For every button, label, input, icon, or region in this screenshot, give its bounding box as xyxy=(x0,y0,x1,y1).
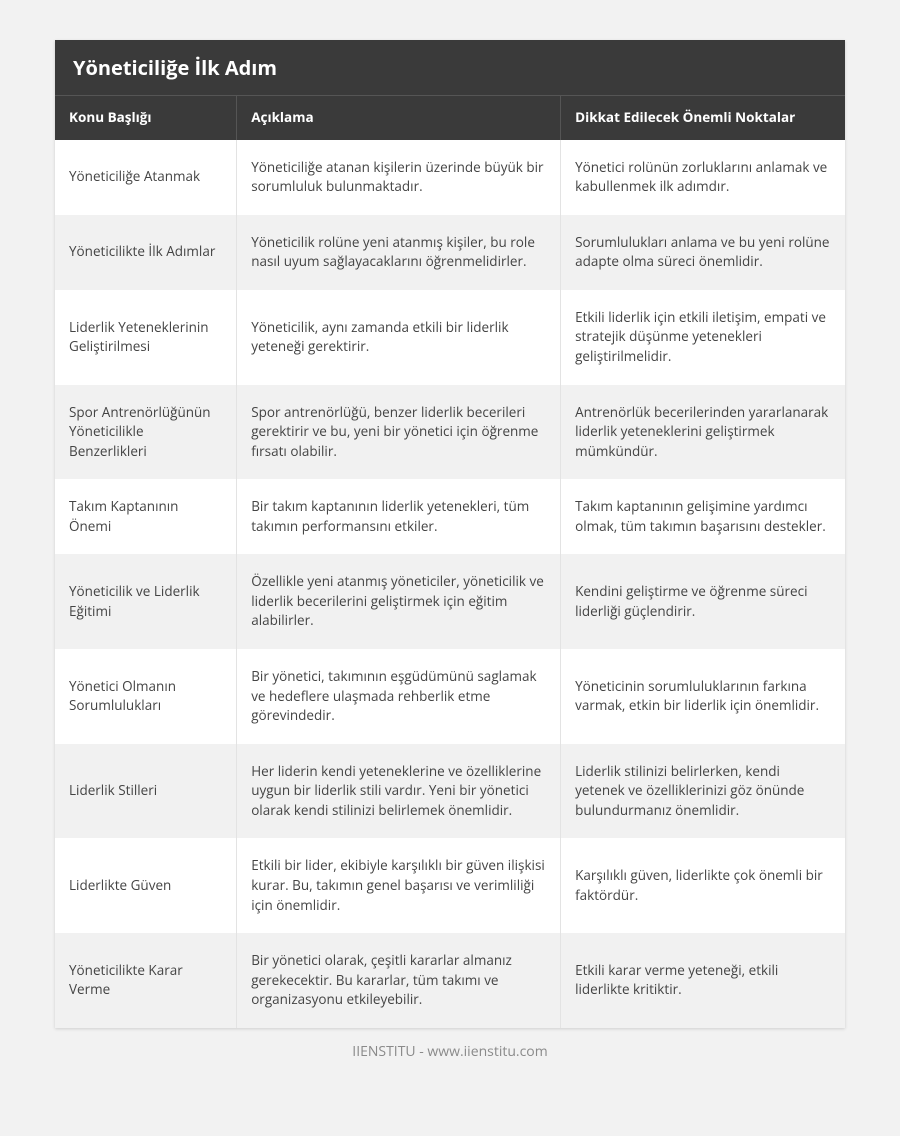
table-cell: Liderlik Stilleri xyxy=(55,744,237,839)
table-cell: Yöneticilikte Karar Verme xyxy=(55,933,237,1028)
table-cell: Özellikle yeni atanmış yöneticiler, yöne… xyxy=(237,554,561,649)
table-cell: Yönetici rolünün zorluklarını anlamak ve… xyxy=(561,140,845,215)
table-row: Yöneticilikte Karar VermeBir yönetici ol… xyxy=(55,933,845,1028)
table-cell: Yöneticinin sorumluluklarının farkına va… xyxy=(561,649,845,744)
table-cell: Bir yönetici, takımının eşgüdümünü sagla… xyxy=(237,649,561,744)
table-cell: Spor antrenörlüğü, benzer liderlik becer… xyxy=(237,385,561,480)
table-row: Spor Antrenörlüğünün Yöneticilikle Benze… xyxy=(55,385,845,480)
table-cell: Yöneticiliğe Atanmak xyxy=(55,140,237,215)
table-cell: Liderlik Yeteneklerinin Geliştirilmesi xyxy=(55,290,237,385)
table-cell: Her liderin kendi yeteneklerine ve özell… xyxy=(237,744,561,839)
table-cell: Liderlikte Güven xyxy=(55,838,237,933)
table-cell: Spor Antrenörlüğünün Yöneticilikle Benze… xyxy=(55,385,237,480)
table-header: Konu Başlığı Açıklama Dikkat Edilecek Ön… xyxy=(55,96,845,140)
table-cell: Yöneticiliğe atanan kişilerin üzerinde b… xyxy=(237,140,561,215)
table-cell: Karşılıklı güven, liderlikte çok önemli … xyxy=(561,838,845,933)
content-table: Konu Başlığı Açıklama Dikkat Edilecek Ön… xyxy=(55,96,845,1028)
col-header-topic: Konu Başlığı xyxy=(55,96,237,140)
table-cell: Sorumlulukları anlama ve bu yeni rolüne … xyxy=(561,215,845,290)
footer-text: IIENSTITU - www.iienstitu.com xyxy=(55,1028,845,1061)
table-cell: Etkili liderlik için etkili iletişim, em… xyxy=(561,290,845,385)
col-header-desc: Açıklama xyxy=(237,96,561,140)
table-cell: Etkili bir lider, ekibiyle karşılıklı bi… xyxy=(237,838,561,933)
table-cell: Yöneticilikte İlk Adımlar xyxy=(55,215,237,290)
table-cell: Liderlik stilinizi belirlerken, kendi ye… xyxy=(561,744,845,839)
table-row: Liderlik StilleriHer liderin kendi yeten… xyxy=(55,744,845,839)
table-row: Yöneticilik ve Liderlik EğitimiÖzellikle… xyxy=(55,554,845,649)
table-body: Yöneticiliğe AtanmakYöneticiliğe atanan … xyxy=(55,140,845,1028)
table-cell: Yönetici Olmanın Sorumlulukları xyxy=(55,649,237,744)
table-title: Yöneticiliğe İlk Adım xyxy=(55,40,845,96)
col-header-notes: Dikkat Edilecek Önemli Noktalar xyxy=(561,96,845,140)
table-cell: Takım kaptanının gelişimine yardımcı olm… xyxy=(561,479,845,554)
table-cell: Takım Kaptanının Önemi xyxy=(55,479,237,554)
table-cell: Kendini geliştirme ve öğrenme süreci lid… xyxy=(561,554,845,649)
table-cell: Bir takım kaptanının liderlik yetenekler… xyxy=(237,479,561,554)
table-row: Yöneticilikte İlk AdımlarYöneticilik rol… xyxy=(55,215,845,290)
table-cell: Yöneticilik rolüne yeni atanmış kişiler,… xyxy=(237,215,561,290)
table-row: Liderlik Yeteneklerinin GeliştirilmesiYö… xyxy=(55,290,845,385)
table-row: Liderlikte GüvenEtkili bir lider, ekibiy… xyxy=(55,838,845,933)
table-cell: Antrenörlük becerilerinden yararlanarak … xyxy=(561,385,845,480)
table-row: Yönetici Olmanın SorumluluklarıBir yönet… xyxy=(55,649,845,744)
table-row: Takım Kaptanının ÖnemiBir takım kaptanın… xyxy=(55,479,845,554)
table-cell: Yöneticilik, aynı zamanda etkili bir lid… xyxy=(237,290,561,385)
table-row: Yöneticiliğe AtanmakYöneticiliğe atanan … xyxy=(55,140,845,215)
table-cell: Yöneticilik ve Liderlik Eğitimi xyxy=(55,554,237,649)
table-cell: Etkili karar verme yeteneği, etkili lide… xyxy=(561,933,845,1028)
table-cell: Bir yönetici olarak, çeşitli kararlar al… xyxy=(237,933,561,1028)
table-card: Yöneticiliğe İlk Adım Konu Başlığı Açıkl… xyxy=(55,40,845,1028)
